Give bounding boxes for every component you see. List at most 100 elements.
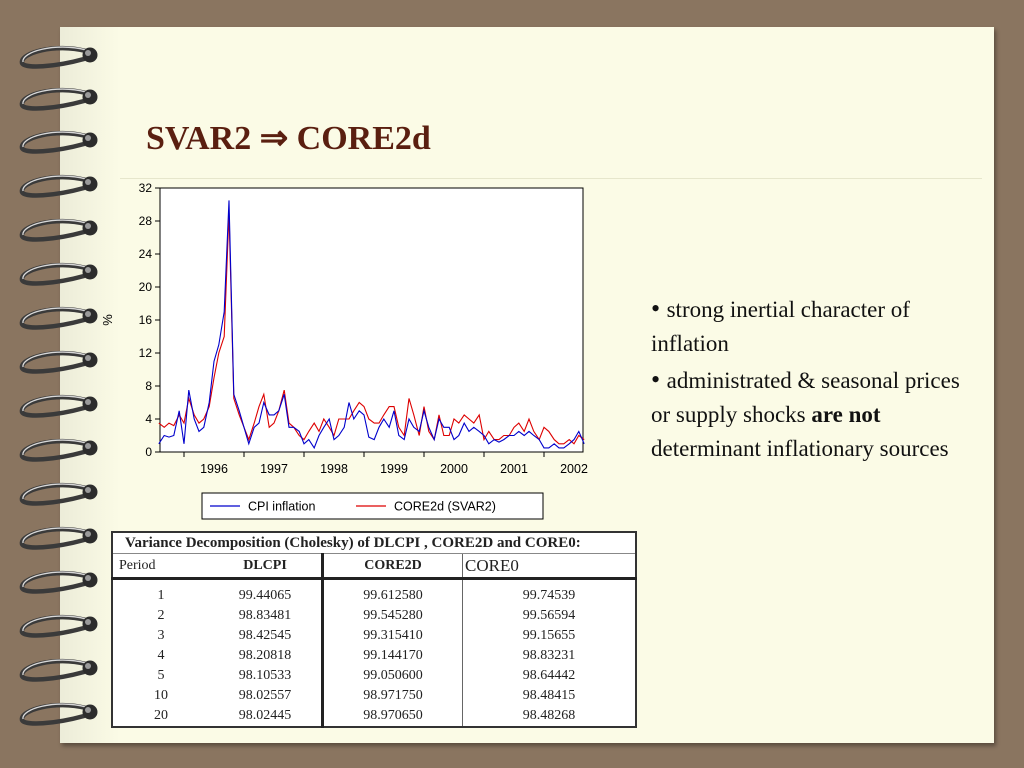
- x-tick-label: 1996: [200, 462, 228, 476]
- series-line-cpi-inflation: [158, 200, 585, 450]
- ring-hole-shine: [85, 50, 91, 56]
- ring-8: [19, 350, 98, 374]
- ring-highlight: [22, 527, 87, 544]
- ring-highlight: [22, 703, 87, 720]
- header-core2d: CORE2D: [322, 553, 463, 580]
- table-cell: 10: [154, 688, 168, 703]
- ring-hole-shine: [85, 223, 91, 229]
- ring-hole-shine: [85, 707, 91, 713]
- title-divider: [120, 178, 982, 179]
- ring-hole-shine: [85, 663, 91, 669]
- x-tick-label: 2001: [500, 462, 528, 476]
- table-row: 20 98.02445 98.970650 98.48268: [112, 706, 636, 727]
- ring-hole-shine: [85, 487, 91, 493]
- header-dlcpi: DLCPI: [209, 553, 324, 580]
- table-cell: 5: [157, 668, 165, 683]
- table-cell: 99.545280: [322, 606, 463, 626]
- table-cell: 98.970650: [322, 706, 463, 727]
- table-cell: 98.10533: [209, 666, 324, 686]
- ring-14: [19, 614, 98, 638]
- ring-16: [19, 702, 98, 726]
- ring-wire: [19, 45, 89, 69]
- ring-highlight: [22, 131, 87, 148]
- table-cell: 98.02557: [209, 686, 324, 706]
- ring-15: [19, 658, 98, 682]
- plot-area: [159, 187, 584, 453]
- table-caption: Variance Decomposition (Cholesky) of DLC…: [112, 532, 636, 554]
- table-cell: 98.48268: [522, 708, 576, 723]
- bullet-item-2: • administrated & seasonal prices or sup…: [651, 363, 981, 466]
- bullet-text: strong inertial character of inflation: [651, 297, 910, 356]
- x-tick-label: 1998: [320, 462, 348, 476]
- bullet-bold-text: are not: [811, 402, 881, 427]
- bullet-list: • strong inertial character of inflation…: [651, 292, 981, 466]
- ring-hole-shine: [85, 355, 91, 361]
- ring-hole-shine: [85, 619, 91, 625]
- ring-wire: [19, 262, 89, 286]
- ring-highlight: [22, 615, 87, 632]
- table-cell: 99.612580: [322, 578, 463, 606]
- x-tick-label: 1999: [380, 462, 408, 476]
- slide-title: SVAR2 ⇒ CORE2d: [146, 120, 431, 157]
- ring-wire: [19, 218, 89, 242]
- bullet-dot-icon: •: [651, 365, 667, 394]
- table-cell: 98.64442: [522, 668, 576, 683]
- table-cell: 4: [157, 648, 165, 663]
- ring-highlight: [22, 571, 87, 588]
- ring-wire: [19, 658, 89, 682]
- table-cell: 98.20818: [209, 646, 324, 666]
- bullet-text-tail: determinant inflationary sources: [651, 436, 949, 461]
- table-cell: 98.48415: [522, 688, 576, 703]
- ring-highlight: [22, 439, 87, 456]
- table-row: 2 98.83481 99.545280 99.56594: [112, 606, 636, 626]
- table-row: 10 98.02557 98.971750 98.48415: [112, 686, 636, 706]
- legend-label: CORE2d (SVAR2): [394, 500, 496, 514]
- ring-4: [19, 174, 98, 198]
- ring-highlight: [22, 307, 87, 324]
- table-cell: 99.74539: [522, 588, 576, 603]
- ring-wire: [19, 702, 89, 726]
- ring-10: [19, 438, 98, 462]
- table-cell: 99.56594: [522, 608, 576, 623]
- ring-highlight: [22, 263, 87, 280]
- x-tick-label: 2002: [560, 462, 588, 476]
- y-axis-label: %: [100, 314, 115, 326]
- ring-wire: [19, 350, 89, 374]
- table-cell: 99.44065: [209, 578, 324, 606]
- variance-decomposition-table: Variance Decomposition (Cholesky) of DLC…: [111, 531, 637, 728]
- ring-hole-shine: [85, 179, 91, 185]
- bullet-text: administrated & seasonal prices or suppl…: [651, 368, 960, 427]
- header-period: Period: [112, 553, 209, 580]
- ring-highlight: [22, 219, 87, 236]
- ring-wire: [19, 438, 89, 462]
- ring-wire: [19, 130, 89, 154]
- ring-wire: [19, 614, 89, 638]
- ring-hole-shine: [85, 531, 91, 537]
- y-tick-label: 8: [145, 379, 152, 393]
- ring-hole-shine: [85, 135, 91, 141]
- table-row: 1 99.44065 99.612580 99.74539: [112, 578, 636, 606]
- bullet-item-1: • strong inertial character of inflation: [651, 292, 981, 361]
- table-cell: 99.315410: [322, 626, 463, 646]
- table-cell: 98.971750: [322, 686, 463, 706]
- y-tick-label: 12: [139, 346, 153, 360]
- table-cell: 3: [157, 628, 165, 643]
- y-tick-label: 20: [139, 280, 153, 294]
- x-tick-label: 2000: [440, 462, 468, 476]
- y-tick-label: 16: [139, 313, 153, 327]
- ring-highlight: [22, 175, 87, 192]
- ring-12: [19, 526, 98, 550]
- x-tick-label: 1997: [260, 462, 288, 476]
- ring-9: [19, 394, 98, 418]
- ring-hole-shine: [85, 311, 91, 317]
- ring-wire: [19, 526, 89, 550]
- ring-highlight: [22, 395, 87, 412]
- ring-wire: [19, 306, 89, 330]
- ring-wire: [19, 482, 89, 506]
- table-cell: 99.15655: [522, 628, 576, 643]
- spiral-binding-icon: [19, 45, 98, 726]
- ring-highlight: [22, 46, 87, 63]
- ring-13: [19, 570, 98, 594]
- table-row: 4 98.20818 99.144170 98.83231: [112, 646, 636, 666]
- ring-7: [19, 306, 98, 330]
